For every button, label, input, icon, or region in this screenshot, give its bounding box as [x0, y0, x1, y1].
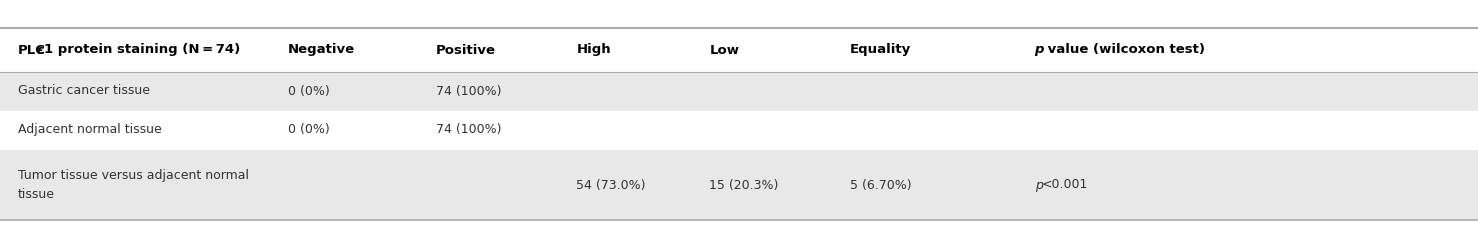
Text: 5 (6.70%): 5 (6.70%) — [850, 178, 912, 192]
Text: 74 (100%): 74 (100%) — [436, 123, 501, 137]
Text: Tumor tissue versus adjacent normal: Tumor tissue versus adjacent normal — [18, 168, 248, 182]
Text: Negative: Negative — [288, 44, 355, 56]
Text: p: p — [1035, 178, 1042, 192]
Text: tissue: tissue — [18, 188, 55, 202]
Bar — [0, 28, 1478, 72]
Text: High: High — [576, 44, 610, 56]
Bar — [0, 111, 1478, 150]
Text: value (wilcoxon test): value (wilcoxon test) — [1042, 44, 1205, 56]
Text: 15 (20.3%): 15 (20.3%) — [709, 178, 779, 192]
Text: PLC: PLC — [18, 44, 46, 56]
Text: 1 protein staining (N = 74): 1 protein staining (N = 74) — [44, 44, 239, 56]
Text: 0 (0%): 0 (0%) — [288, 123, 330, 137]
Text: Low: Low — [709, 44, 739, 56]
Text: <0.001: <0.001 — [1042, 178, 1088, 192]
Text: 0 (0%): 0 (0%) — [288, 85, 330, 97]
Bar — [0, 72, 1478, 111]
Text: Positive: Positive — [436, 44, 497, 56]
Text: 74 (100%): 74 (100%) — [436, 85, 501, 97]
Text: Adjacent normal tissue: Adjacent normal tissue — [18, 123, 161, 137]
Bar — [0, 150, 1478, 220]
Text: p: p — [1035, 44, 1043, 56]
Text: Equality: Equality — [850, 44, 910, 56]
Text: ε: ε — [37, 44, 44, 56]
Text: Gastric cancer tissue: Gastric cancer tissue — [18, 85, 149, 97]
Text: 54 (73.0%): 54 (73.0%) — [576, 178, 646, 192]
